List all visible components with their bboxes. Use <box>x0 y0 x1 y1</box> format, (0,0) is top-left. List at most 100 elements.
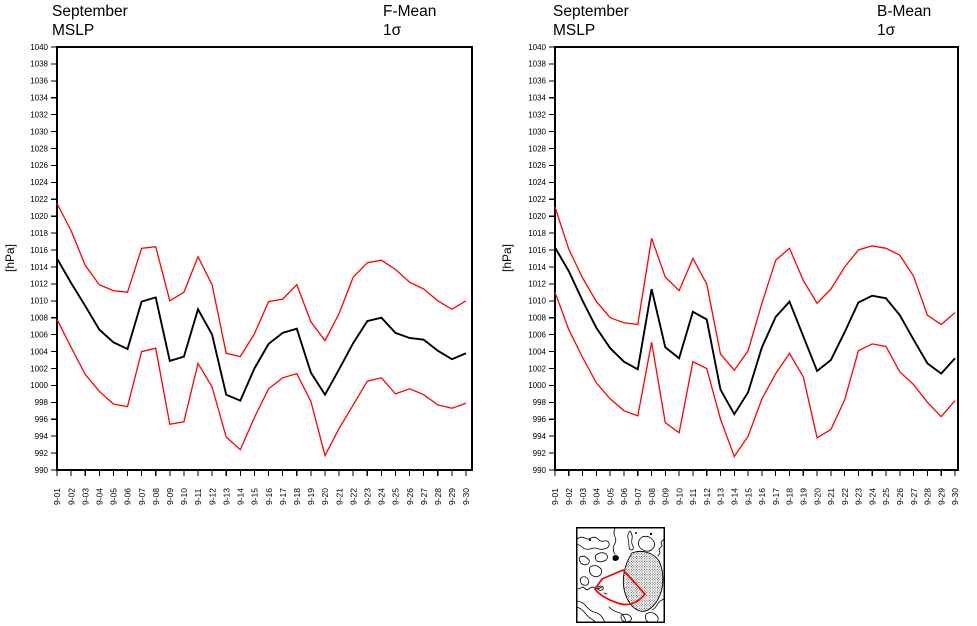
y-tick-label: 1000 <box>30 381 48 390</box>
y-tick-label: 990 <box>533 466 547 475</box>
x-tick-label: 9-29 <box>447 488 457 505</box>
x-tick-label: 9-05 <box>605 488 615 505</box>
x-tick-label: 9-19 <box>798 488 808 505</box>
x-tick-label: 9-18 <box>785 488 795 505</box>
y-tick-label: 1002 <box>528 364 546 373</box>
greenland-landmass <box>622 550 664 612</box>
x-tick-label: 9-08 <box>647 488 657 505</box>
x-tick-label: 9-08 <box>151 488 161 505</box>
y-tick-label: 996 <box>35 415 49 424</box>
y-tick-label: 990 <box>35 466 49 475</box>
x-tick-label: 9-13 <box>716 488 726 505</box>
y-tick-label: 1022 <box>30 195 48 204</box>
y-tick-label: 1032 <box>30 110 48 119</box>
plot-frame <box>56 46 473 471</box>
x-tick-label: 9-12 <box>702 488 712 505</box>
x-tick-label: 9-04 <box>592 488 602 505</box>
x-tick-label: 9-23 <box>362 488 372 505</box>
y-tick-label: 998 <box>35 398 49 407</box>
y-axis-unit-label: [hPa] <box>500 244 514 272</box>
y-tick-label: 1000 <box>528 381 546 390</box>
y-tick-label: 1024 <box>30 178 48 187</box>
chart-sigma-title: 1σ <box>383 22 402 39</box>
y-tick-label: 1008 <box>30 314 48 323</box>
x-tick-label: 9-27 <box>909 488 919 505</box>
y-tick-label: 992 <box>35 449 49 458</box>
y-tick-label: 994 <box>35 432 49 441</box>
plot-area: 990 992 994 996 998 1000 1002 1004 1006 1008 1010 1… <box>30 43 473 505</box>
y-tick-label: 1020 <box>30 212 48 221</box>
y-tick-label: 1014 <box>528 263 546 272</box>
x-tick-label: 9-28 <box>923 488 933 505</box>
y-tick-label: 1024 <box>528 178 546 187</box>
chart-stat-title: B-Mean <box>877 3 931 20</box>
x-tick-label: 9-02 <box>564 488 574 505</box>
y-tick-label: 1016 <box>528 246 546 255</box>
x-tick-label: 9-23 <box>854 488 864 505</box>
y-tick-label: 1010 <box>528 297 546 306</box>
x-tick-label: 9-10 <box>179 488 189 505</box>
x-tick-label: 9-22 <box>840 488 850 505</box>
y-tick-label: 1018 <box>528 229 546 238</box>
x-tick-label: 9-05 <box>109 488 119 505</box>
series-mean <box>554 247 956 417</box>
x-tick-label: 9-07 <box>137 488 147 505</box>
x-tick-label: 9-01 <box>52 488 62 505</box>
x-tick-label: 9-24 <box>867 488 877 505</box>
x-tick-label: 9-10 <box>674 488 684 505</box>
x-tick-label: 9-01 <box>550 488 560 505</box>
series-mean <box>56 258 467 402</box>
chart-stat-title: F-Mean <box>383 3 436 20</box>
x-tick-label: 9-14 <box>236 488 246 505</box>
series-mean-minus-1sigma <box>554 292 956 458</box>
x-tick-label: 9-16 <box>264 488 274 505</box>
x-tick-label: 9-03 <box>80 488 90 505</box>
x-tick-label: 9-02 <box>66 488 76 505</box>
x-tick-label: 9-26 <box>405 488 415 505</box>
series-mean-plus-1sigma <box>56 203 467 358</box>
coastlines <box>576 527 665 624</box>
y-tick-label: 1012 <box>30 280 48 289</box>
map-border <box>576 527 665 623</box>
chart-month-title: September <box>52 3 128 20</box>
y-tick-label: 1006 <box>528 330 546 339</box>
x-tick-label: 9-03 <box>578 488 588 505</box>
x-tick-label: 9-19 <box>306 488 316 505</box>
x-tick-label: 9-29 <box>936 488 946 505</box>
y-tick-label: 1016 <box>30 246 48 255</box>
arctic-map <box>576 527 665 624</box>
x-tick-label: 9-09 <box>165 488 175 505</box>
chart-f-mean: September MSLP F-Mean 1σ [hPa] 990 992 994… <box>3 3 473 505</box>
y-tick-label: 1028 <box>528 144 546 153</box>
y-tick-label: 1036 <box>528 77 546 86</box>
x-tick-label: 9-25 <box>391 488 401 505</box>
study-region-outline <box>593 568 647 606</box>
y-tick-label: 1020 <box>528 212 546 221</box>
y-tick-label: 1010 <box>30 297 48 306</box>
x-tick-label: 9-14 <box>730 488 740 505</box>
x-tick-label: 9-04 <box>95 488 105 505</box>
x-tick-label: 9-26 <box>895 488 905 505</box>
y-tick-label: 994 <box>533 432 547 441</box>
x-tick-label: 9-17 <box>771 488 781 505</box>
x-tick-label: 9-11 <box>688 488 698 505</box>
x-tick-label: 9-17 <box>278 488 288 505</box>
y-tick-label: 1002 <box>30 364 48 373</box>
x-tick-label: 9-07 <box>633 488 643 505</box>
y-tick-label: 996 <box>533 415 547 424</box>
x-tick-label: 9-25 <box>881 488 891 505</box>
y-tick-label: 1038 <box>528 60 546 69</box>
x-tick-label: 9-30 <box>950 488 960 505</box>
x-tick-label: 9-15 <box>743 488 753 505</box>
y-tick-label: 1018 <box>30 229 48 238</box>
y-tick-label: 1026 <box>528 161 546 170</box>
x-tick-label: 9-28 <box>433 488 443 505</box>
y-tick-label: 1038 <box>30 60 48 69</box>
x-tick-label: 9-12 <box>207 488 217 505</box>
y-tick-label: 1014 <box>30 263 48 272</box>
y-axis-unit-label: [hPa] <box>3 244 17 272</box>
y-tick-label: 1032 <box>528 110 546 119</box>
y-tick-label: 1040 <box>30 43 48 52</box>
chart-variable-title: MSLP <box>52 22 94 39</box>
y-tick-label: 1022 <box>528 195 546 204</box>
